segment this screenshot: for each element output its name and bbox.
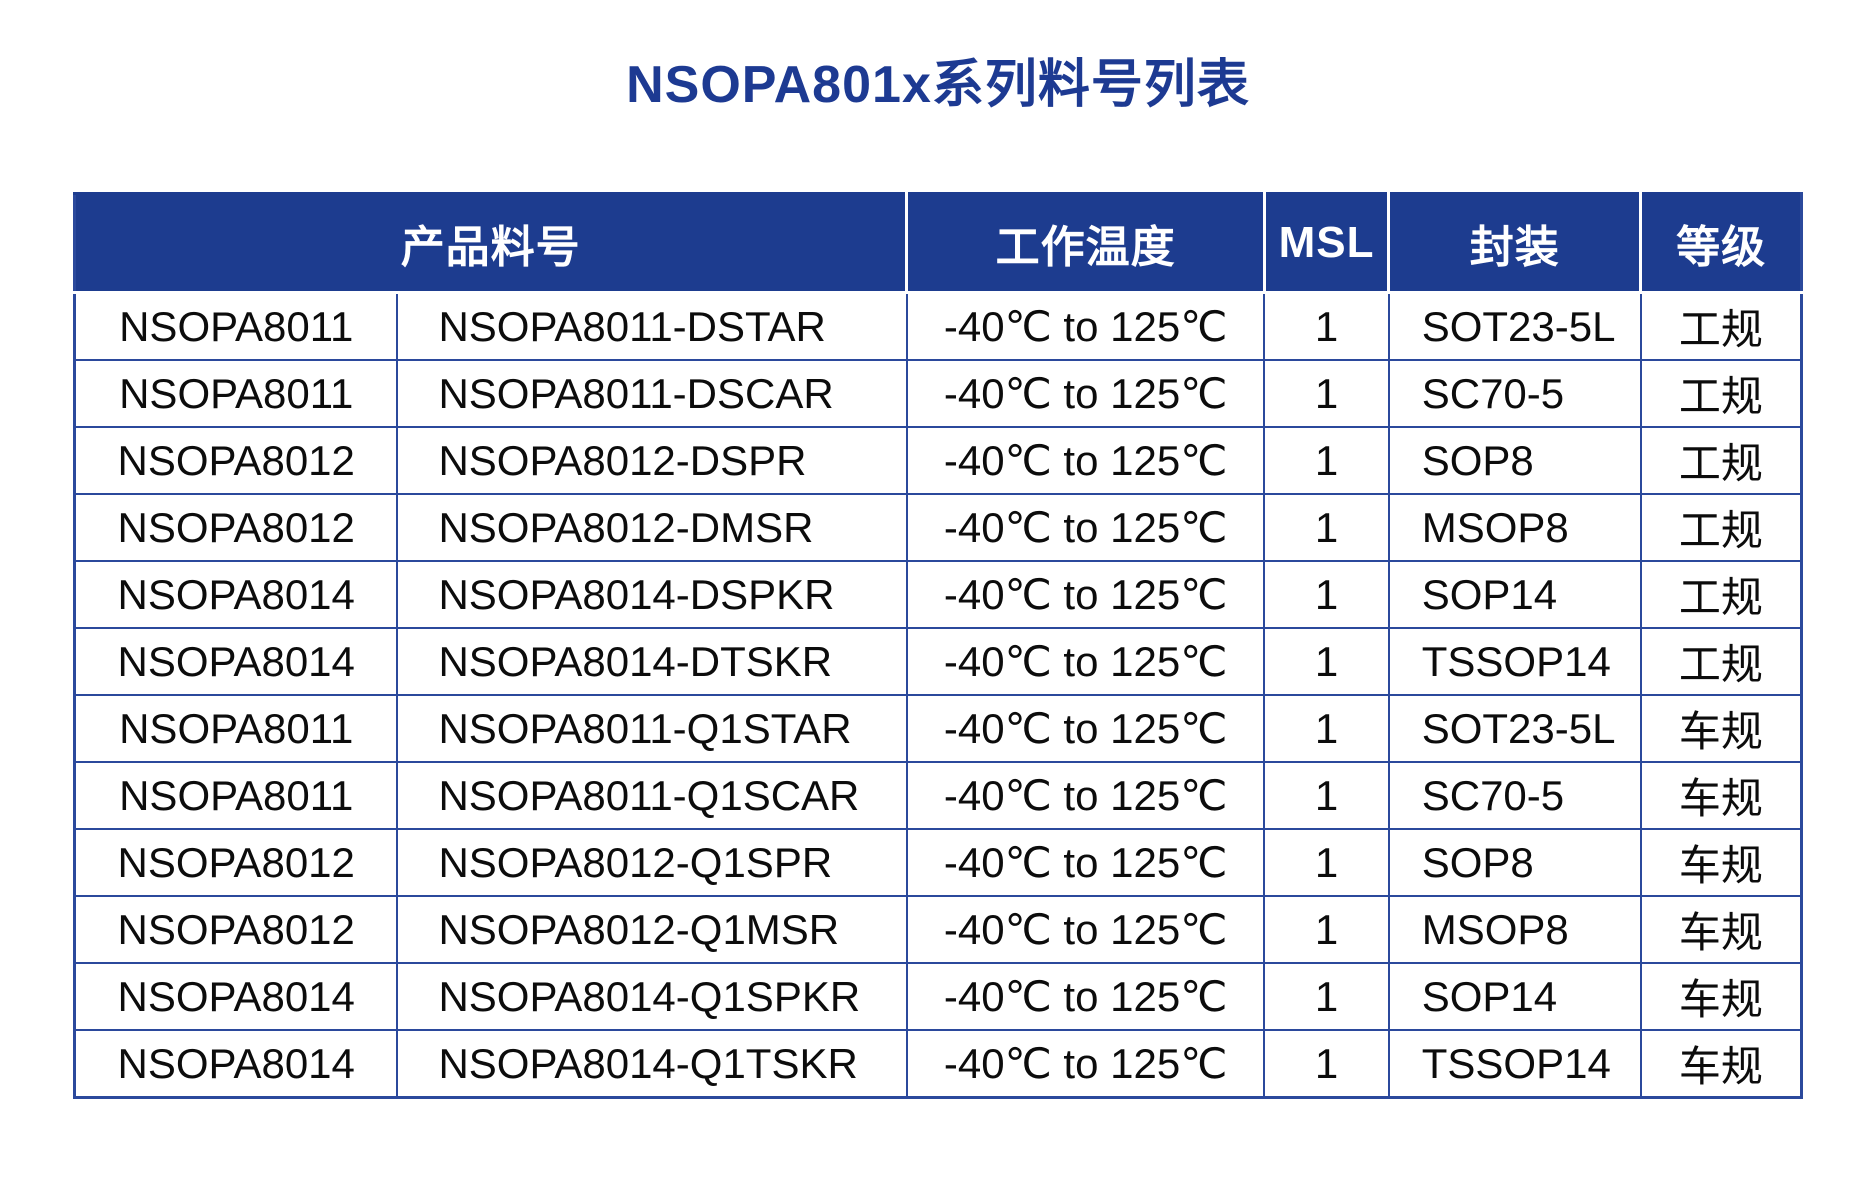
table-row: NSOPA8012 NSOPA8012-Q1SPR -40℃ to 125℃ 1… bbox=[73, 828, 1803, 897]
cell-msl: 1 bbox=[1263, 291, 1390, 361]
cell-operating-temperature: -40℃ to 125℃ bbox=[905, 291, 1266, 361]
col-header-package: 封装 bbox=[1387, 192, 1643, 294]
cell-part-number: NSOPA8014-Q1SPKR bbox=[396, 962, 908, 1031]
part-number-table: 产品料号 工作温度 MSL 封装 等级 NSOPA8011 NSOPA8011-… bbox=[72, 192, 1803, 1099]
cell-msl: 1 bbox=[1263, 493, 1390, 562]
cell-msl: 1 bbox=[1263, 627, 1390, 696]
cell-msl: 1 bbox=[1263, 359, 1390, 428]
cell-package: SOT23-5L bbox=[1387, 694, 1642, 763]
cell-part-number: NSOPA8014-DSPKR bbox=[396, 560, 908, 629]
cell-operating-temperature: -40℃ to 125℃ bbox=[905, 359, 1266, 428]
table-row: NSOPA8011 NSOPA8011-DSCAR -40℃ to 125℃ 1… bbox=[73, 359, 1803, 428]
cell-part-number: NSOPA8011-Q1SCAR bbox=[396, 761, 908, 830]
cell-product-family: NSOPA8011 bbox=[73, 761, 399, 830]
cell-part-number: NSOPA8011-DSCAR bbox=[396, 359, 908, 428]
cell-operating-temperature: -40℃ to 125℃ bbox=[905, 828, 1266, 897]
cell-package: SOP8 bbox=[1387, 426, 1642, 495]
cell-operating-temperature: -40℃ to 125℃ bbox=[905, 1029, 1266, 1099]
table-row: NSOPA8011 NSOPA8011-DSTAR -40℃ to 125℃ 1… bbox=[73, 291, 1803, 361]
table-row: NSOPA8012 NSOPA8012-DSPR -40℃ to 125℃ 1 … bbox=[73, 426, 1803, 495]
cell-part-number: NSOPA8012-Q1MSR bbox=[396, 895, 908, 964]
cell-msl: 1 bbox=[1263, 1029, 1390, 1099]
col-header-temperature: 工作温度 bbox=[905, 192, 1266, 294]
table-row: NSOPA8014 NSOPA8014-Q1SPKR -40℃ to 125℃ … bbox=[73, 962, 1803, 1031]
cell-grade: 车规 bbox=[1639, 694, 1803, 763]
cell-product-family: NSOPA8012 bbox=[73, 828, 399, 897]
cell-product-family: NSOPA8012 bbox=[73, 426, 399, 495]
cell-operating-temperature: -40℃ to 125℃ bbox=[905, 493, 1266, 562]
cell-operating-temperature: -40℃ to 125℃ bbox=[905, 426, 1266, 495]
cell-operating-temperature: -40℃ to 125℃ bbox=[905, 895, 1266, 964]
cell-grade: 车规 bbox=[1639, 1029, 1803, 1099]
cell-operating-temperature: -40℃ to 125℃ bbox=[905, 560, 1266, 629]
cell-operating-temperature: -40℃ to 125℃ bbox=[905, 694, 1266, 763]
cell-grade: 工规 bbox=[1639, 627, 1803, 696]
cell-part-number: NSOPA8012-Q1SPR bbox=[396, 828, 908, 897]
col-header-msl: MSL bbox=[1262, 192, 1391, 294]
cell-msl: 1 bbox=[1263, 828, 1390, 897]
cell-msl: 1 bbox=[1263, 895, 1390, 964]
cell-package: SC70-5 bbox=[1387, 761, 1642, 830]
cell-package: SOT23-5L bbox=[1387, 291, 1642, 361]
cell-msl: 1 bbox=[1263, 560, 1390, 629]
cell-part-number: NSOPA8012-DSPR bbox=[396, 426, 908, 495]
col-header-grade: 等级 bbox=[1639, 192, 1803, 294]
cell-package: TSSOP14 bbox=[1387, 1029, 1642, 1099]
col-header-product: 产品料号 bbox=[72, 192, 909, 294]
table-row: NSOPA8014 NSOPA8014-Q1TSKR -40℃ to 125℃ … bbox=[73, 1029, 1803, 1099]
table-row: NSOPA8011 NSOPA8011-Q1SCAR -40℃ to 125℃ … bbox=[73, 761, 1803, 830]
cell-product-family: NSOPA8012 bbox=[73, 493, 399, 562]
table-row: NSOPA8014 NSOPA8014-DSPKR -40℃ to 125℃ 1… bbox=[73, 560, 1803, 629]
header-row: 产品料号 工作温度 MSL 封装 等级 bbox=[72, 192, 1803, 294]
cell-part-number: NSOPA8011-Q1STAR bbox=[396, 694, 908, 763]
cell-operating-temperature: -40℃ to 125℃ bbox=[905, 627, 1266, 696]
cell-grade: 车规 bbox=[1639, 962, 1803, 1031]
cell-package: TSSOP14 bbox=[1387, 627, 1642, 696]
cell-part-number: NSOPA8012-DMSR bbox=[396, 493, 908, 562]
cell-package: SOP14 bbox=[1387, 560, 1642, 629]
cell-package: SOP14 bbox=[1387, 962, 1642, 1031]
cell-operating-temperature: -40℃ to 125℃ bbox=[905, 962, 1266, 1031]
cell-grade: 车规 bbox=[1639, 761, 1803, 830]
table-row: NSOPA8012 NSOPA8012-DMSR -40℃ to 125℃ 1 … bbox=[73, 493, 1803, 562]
cell-grade: 车规 bbox=[1639, 828, 1803, 897]
cell-part-number: NSOPA8014-Q1TSKR bbox=[396, 1029, 908, 1099]
cell-package: MSOP8 bbox=[1387, 493, 1642, 562]
cell-product-family: NSOPA8014 bbox=[73, 1029, 399, 1099]
cell-product-family: NSOPA8011 bbox=[73, 359, 399, 428]
cell-package: SC70-5 bbox=[1387, 359, 1642, 428]
cell-grade: 工规 bbox=[1639, 560, 1803, 629]
cell-grade: 车规 bbox=[1639, 895, 1803, 964]
cell-grade: 工规 bbox=[1639, 493, 1803, 562]
cell-msl: 1 bbox=[1263, 426, 1390, 495]
cell-product-family: NSOPA8014 bbox=[73, 627, 399, 696]
cell-part-number: NSOPA8011-DSTAR bbox=[396, 291, 908, 361]
cell-package: SOP8 bbox=[1387, 828, 1642, 897]
cell-package: MSOP8 bbox=[1387, 895, 1642, 964]
cell-grade: 工规 bbox=[1639, 426, 1803, 495]
cell-msl: 1 bbox=[1263, 962, 1390, 1031]
cell-product-family: NSOPA8011 bbox=[73, 694, 399, 763]
cell-product-family: NSOPA8014 bbox=[73, 560, 399, 629]
table-row: NSOPA8012 NSOPA8012-Q1MSR -40℃ to 125℃ 1… bbox=[73, 895, 1803, 964]
cell-msl: 1 bbox=[1263, 694, 1390, 763]
cell-msl: 1 bbox=[1263, 761, 1390, 830]
cell-part-number: NSOPA8014-DTSKR bbox=[396, 627, 908, 696]
cell-operating-temperature: -40℃ to 125℃ bbox=[905, 761, 1266, 830]
cell-product-family: NSOPA8012 bbox=[73, 895, 399, 964]
table-row: NSOPA8014 NSOPA8014-DTSKR -40℃ to 125℃ 1… bbox=[73, 627, 1803, 696]
cell-product-family: NSOPA8011 bbox=[73, 291, 399, 361]
page-title: NSOPA801x系列料号列表 bbox=[626, 56, 1250, 114]
table-row: NSOPA8011 NSOPA8011-Q1STAR -40℃ to 125℃ … bbox=[73, 694, 1803, 763]
cell-grade: 工规 bbox=[1639, 291, 1803, 361]
cell-product-family: NSOPA8014 bbox=[73, 962, 399, 1031]
cell-grade: 工规 bbox=[1639, 359, 1803, 428]
